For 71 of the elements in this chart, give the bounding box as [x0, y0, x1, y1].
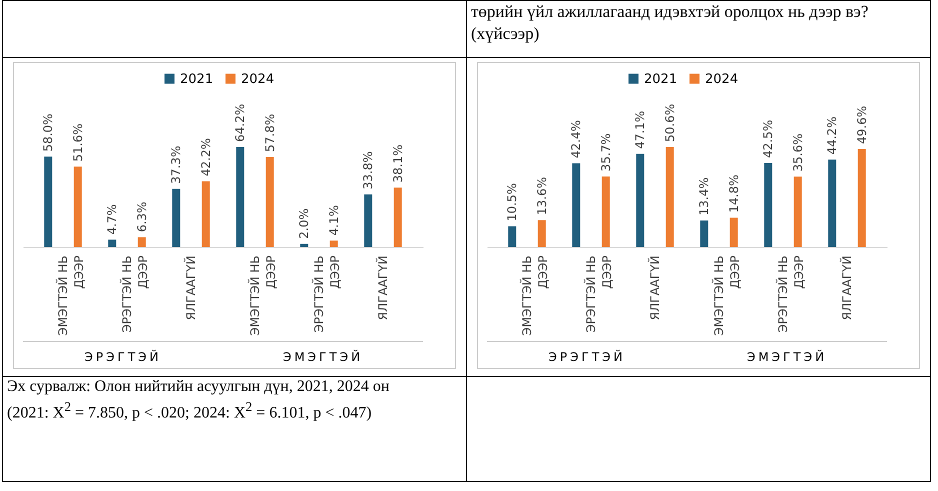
bar — [330, 240, 338, 247]
x-tick-label: ЭМЭГТЭЙ НЬ ДЭЭР — [247, 256, 278, 336]
chart-title: төрийн үйл ажиллагаанд идэвхтэй оролцох нь дээр вэ? (хүйсээр) — [471, 1, 870, 45]
data-label: 42.2% — [198, 138, 213, 176]
x-tick-label: ЭРЭГТЭЙ НЬ ДЭЭР — [775, 256, 806, 333]
x-tick-label: ЭМЭГТЭЙ НЬ ДЭЭР — [711, 256, 742, 336]
data-label: 64.2% — [233, 104, 248, 142]
bar — [74, 166, 82, 247]
bar — [172, 188, 180, 247]
text: ЭМЭГТЭЙ — [746, 348, 828, 364]
bar — [44, 156, 52, 247]
data-label: 4.7% — [105, 204, 120, 235]
data-label: 37.3% — [169, 146, 184, 184]
data-label: 58.0% — [41, 114, 56, 152]
legend-label: 2021 — [644, 72, 678, 87]
bar — [828, 160, 836, 247]
bar — [236, 147, 244, 247]
bar — [636, 154, 644, 247]
bar — [572, 163, 580, 247]
legend-label: 2021 — [180, 72, 214, 87]
text: Эх сурвалж: Олон нийтийн асуулгын дүн, 2021, 2024 он — [7, 377, 390, 397]
bar — [858, 148, 866, 247]
x-tick-label: ЭМЭГТЭЙ НЬ ДЭЭР — [519, 256, 550, 336]
data-label: 35.7% — [598, 133, 613, 172]
bar — [300, 244, 308, 247]
data-label: 50.6% — [662, 104, 677, 142]
data-label: 6.3% — [134, 202, 149, 232]
data-label: 49.6% — [854, 106, 869, 144]
text: ЭРЭГТЭЙ — [84, 348, 162, 364]
bar — [508, 226, 516, 247]
bar — [202, 181, 210, 247]
x-tick-label: ЭРЭГТЭЙ НЬ ДЭЭР — [583, 256, 614, 333]
text: ЭРЭГТЭЙ — [548, 348, 626, 364]
bar — [266, 156, 274, 247]
bar — [794, 176, 802, 247]
data-label: 51.6% — [70, 124, 85, 162]
bar — [730, 218, 738, 247]
legend-label: 2024 — [705, 72, 738, 87]
data-label: 4.1% — [326, 205, 341, 236]
data-label: 33.8% — [361, 151, 376, 190]
bar — [138, 237, 146, 247]
x-tick-label: ЭМЭГТЭЙ НЬ ДЭЭР — [55, 256, 86, 336]
data-label: 42.4% — [569, 120, 584, 158]
bar — [602, 176, 610, 247]
x-tick-label: ЯЛГААГҮЙ — [647, 256, 662, 320]
x-tick-label: ЯЛГААГҮЙ — [839, 256, 854, 320]
data-label: 13.4% — [697, 177, 712, 216]
x-tick-label: ЭРЭГТЭЙ НЬ ДЭЭР — [119, 256, 150, 333]
x-tick-label: ЭРЭГТЭЙ НЬ ДЭЭР — [311, 256, 342, 333]
data-label: 47.1% — [633, 110, 648, 149]
bar — [364, 194, 372, 247]
legend-label: 2024 — [241, 72, 274, 87]
data-label: 57.8% — [262, 114, 277, 152]
x-tick-label: ЯЛГААГҮЙ — [183, 256, 198, 320]
bar — [700, 220, 708, 247]
bar — [764, 163, 772, 247]
data-label: 13.6% — [534, 177, 549, 216]
text: ЭМЭГТЭЙ — [282, 348, 364, 364]
data-label: 10.5% — [505, 183, 520, 222]
data-label: 42.5% — [761, 120, 776, 158]
bar — [666, 147, 674, 247]
x-tick-label: ЯЛГААГҮЙ — [375, 256, 390, 320]
bar — [108, 240, 116, 247]
bar — [538, 220, 546, 247]
data-label: 38.1% — [390, 144, 405, 183]
data-label: 2.0% — [297, 208, 312, 239]
data-label: 35.6% — [790, 134, 805, 172]
text: (2021: X$^{2}$ = 7.850, p < .020; 2024: X$^{2}$ = 6.101, p < .047) — [7, 398, 373, 424]
data-label: 44.2% — [825, 116, 840, 155]
bar — [394, 188, 402, 247]
data-label: 14.8% — [726, 174, 741, 213]
